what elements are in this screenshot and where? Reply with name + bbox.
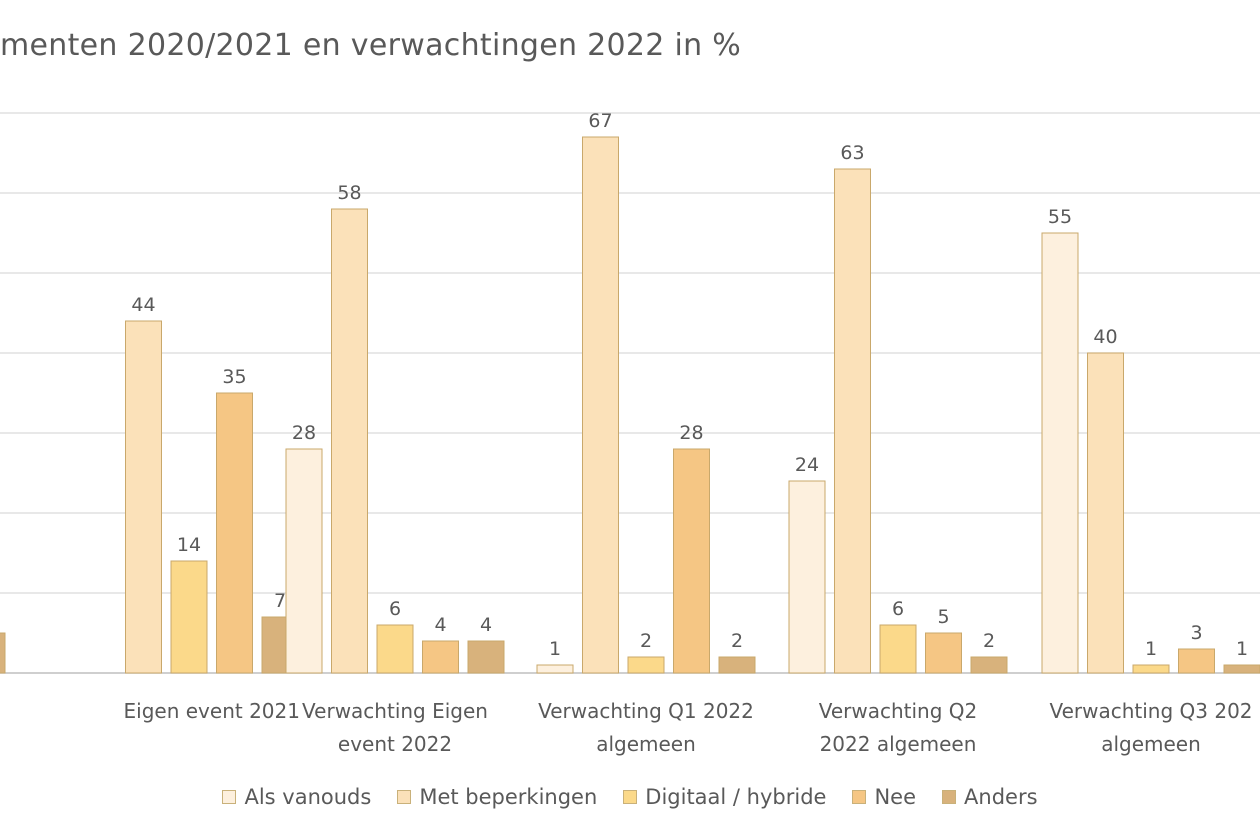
category-label: Eigen event 2021 — [124, 699, 300, 723]
category-label: Verwachting Q3 202 — [1049, 699, 1252, 723]
bar-value-label: 1 — [1236, 638, 1248, 660]
category-label: Verwachting Q2 — [819, 699, 978, 723]
bar — [170, 560, 208, 674]
bar — [1087, 352, 1124, 674]
legend-label: Nee — [874, 785, 917, 809]
bar-value-label: 4 — [434, 614, 446, 636]
legend-item: Digitaal / hybride — [623, 785, 826, 809]
bar — [1041, 232, 1079, 674]
bar-value-label: 58 — [337, 182, 361, 204]
legend-swatch — [397, 790, 412, 804]
bar — [788, 480, 826, 674]
bar-value-label: 28 — [679, 422, 703, 444]
chart-title: menten 2020/2021 en verwachtingen 2022 i… — [0, 28, 742, 63]
bar-value-label: 24 — [795, 454, 819, 476]
category-label: Verwachting Q1 2022 — [538, 699, 754, 723]
legend-label: Anders — [964, 785, 1038, 809]
bar-value-label: 63 — [840, 142, 864, 164]
bar — [422, 640, 459, 674]
bar-cut-left — [0, 632, 6, 674]
bar — [673, 448, 710, 674]
legend-item: Anders — [942, 785, 1038, 809]
bar — [925, 632, 962, 674]
bar-value-label: 1 — [549, 638, 561, 660]
bar-value-label: 6 — [389, 598, 401, 620]
bar-value-label: 5 — [937, 606, 949, 628]
bar — [216, 392, 253, 674]
bar-value-label: 44 — [131, 294, 155, 316]
bar-value-label: 28 — [292, 422, 316, 444]
bar — [582, 136, 619, 674]
gridlines — [0, 112, 1260, 674]
legend-item: Met beperkingen — [397, 785, 597, 809]
bar-value-label: 55 — [1048, 206, 1072, 228]
bars — [0, 136, 1260, 674]
legend-swatch — [852, 790, 867, 804]
bar-value-label: 40 — [1093, 326, 1117, 348]
bar — [125, 320, 162, 674]
bar — [718, 656, 756, 674]
category-label: algemeen — [1101, 732, 1201, 756]
bar-value-label: 3 — [1190, 622, 1202, 644]
category-labels: Eigen event 2021 Verwachting Eigen event 2… — [124, 699, 1253, 756]
bar — [1223, 664, 1260, 674]
bar — [1178, 648, 1215, 674]
bar-value-label: 6 — [892, 598, 904, 620]
bar — [376, 624, 414, 674]
bar-value-label: 2 — [983, 630, 995, 652]
bar-value-label: 7 — [274, 590, 286, 612]
legend-swatch — [942, 790, 957, 804]
bar-value-label: 14 — [177, 534, 201, 556]
bar — [285, 448, 323, 674]
legend-swatch — [623, 790, 638, 804]
bar-value-label: 2 — [731, 630, 743, 652]
bar-value-label: 4 — [480, 614, 492, 636]
legend-label: Digitaal / hybride — [645, 785, 827, 809]
bar — [467, 640, 505, 674]
bar — [331, 208, 368, 674]
category-label: 2022 algemeen — [820, 732, 977, 756]
bar — [834, 168, 871, 674]
bar-value-label: 1 — [1145, 638, 1157, 660]
legend-item: Als vanouds — [222, 785, 371, 809]
legend-label: Als vanouds — [244, 785, 372, 809]
bar — [627, 656, 665, 674]
bar-value-label: 67 — [588, 110, 612, 132]
bar — [1132, 664, 1170, 674]
bar-value-label: 2 — [640, 630, 652, 652]
category-label: algemeen — [596, 732, 696, 756]
bar — [970, 656, 1008, 674]
category-label: event 2022 — [338, 732, 452, 756]
category-label: Verwachting Eigen — [302, 699, 488, 723]
legend: Als vanouds Met beperkingen Digitaal / hyb… — [0, 785, 1260, 809]
legend-label: Met beperkingen — [419, 785, 598, 809]
legend-item: Nee — [852, 785, 916, 809]
bar-value-label: 35 — [222, 366, 246, 388]
legend-swatch — [222, 790, 237, 804]
bar — [536, 664, 574, 674]
bar — [879, 624, 917, 674]
